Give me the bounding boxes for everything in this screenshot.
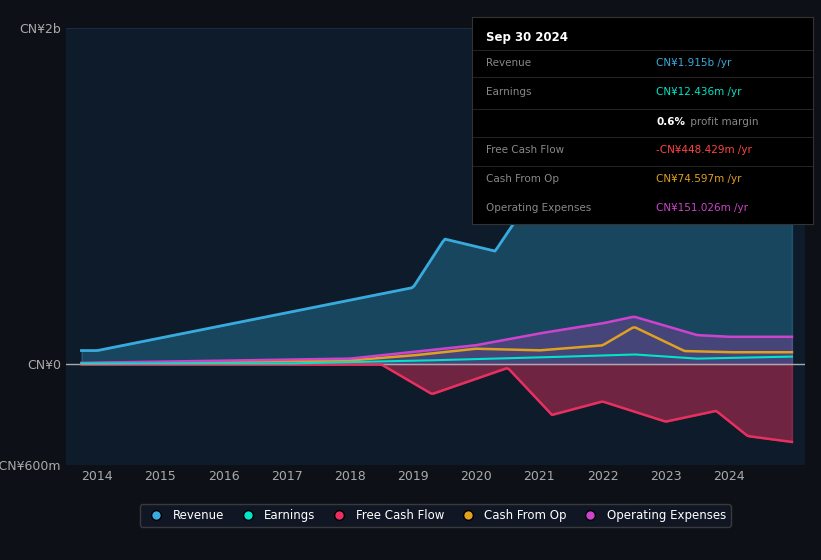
Text: CN¥74.597m /yr: CN¥74.597m /yr xyxy=(656,175,741,184)
Text: Earnings: Earnings xyxy=(486,87,531,97)
Text: -CN¥448.429m /yr: -CN¥448.429m /yr xyxy=(656,146,752,156)
Text: CN¥151.026m /yr: CN¥151.026m /yr xyxy=(656,203,748,213)
Text: Free Cash Flow: Free Cash Flow xyxy=(486,146,564,156)
Legend: Revenue, Earnings, Free Cash Flow, Cash From Op, Operating Expenses: Revenue, Earnings, Free Cash Flow, Cash … xyxy=(140,504,731,526)
Text: CN¥12.436m /yr: CN¥12.436m /yr xyxy=(656,87,741,97)
Text: Operating Expenses: Operating Expenses xyxy=(486,203,591,213)
Text: Revenue: Revenue xyxy=(486,58,531,68)
Text: Sep 30 2024: Sep 30 2024 xyxy=(486,31,567,44)
Text: profit margin: profit margin xyxy=(686,118,759,128)
Text: 0.6%: 0.6% xyxy=(656,118,685,128)
Text: CN¥1.915b /yr: CN¥1.915b /yr xyxy=(656,58,732,68)
Text: Cash From Op: Cash From Op xyxy=(486,175,559,184)
